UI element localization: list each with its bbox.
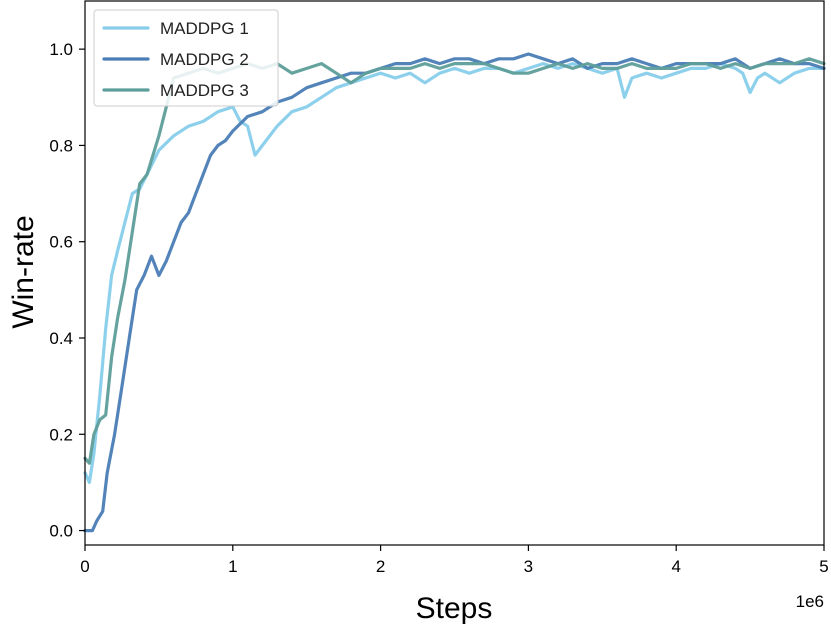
series-line-2	[83, 52, 826, 533]
legend-box	[93, 9, 279, 107]
legend-label-2: MADDPG 2	[160, 50, 249, 69]
y-axis-title: Win-rate	[7, 215, 40, 328]
legend-label-3: MADDPG 3	[160, 81, 249, 100]
y-tick-label: 0.0	[49, 522, 73, 541]
y-tick-label: 0.6	[49, 233, 73, 252]
plot-frame	[84, 0, 825, 546]
x-axis-title: Steps	[416, 592, 493, 625]
x-tick-label: 2	[376, 557, 385, 576]
legend-label-1: MADDPG 1	[160, 19, 249, 38]
y-tick-label: 1.0	[49, 40, 73, 59]
x-axis-multiplier: 1e6	[796, 592, 824, 611]
legend-items: MADDPG 1 MADDPG 2 MADDPG 3	[102, 19, 249, 100]
x-tick-label: 4	[671, 557, 680, 576]
y-tick-label: 0.4	[49, 329, 73, 348]
series-layer	[83, 52, 826, 533]
y-tick-label: 0.2	[49, 425, 73, 444]
x-tick-label: 3	[524, 557, 533, 576]
series-line-3	[83, 57, 826, 465]
legend: MADDPG 1 MADDPG 2 MADDPG 3	[93, 9, 279, 107]
x-tick-label: 5	[819, 557, 828, 576]
ticks-layer: 0 1 2 3 4 5 0.0 0.2 0.4 0.6 0.8 1.0	[49, 40, 828, 576]
series-line-1	[83, 62, 826, 484]
x-tick-label: 1	[228, 557, 237, 576]
x-tick-label: 0	[80, 557, 89, 576]
y-tick-label: 0.8	[49, 136, 73, 155]
